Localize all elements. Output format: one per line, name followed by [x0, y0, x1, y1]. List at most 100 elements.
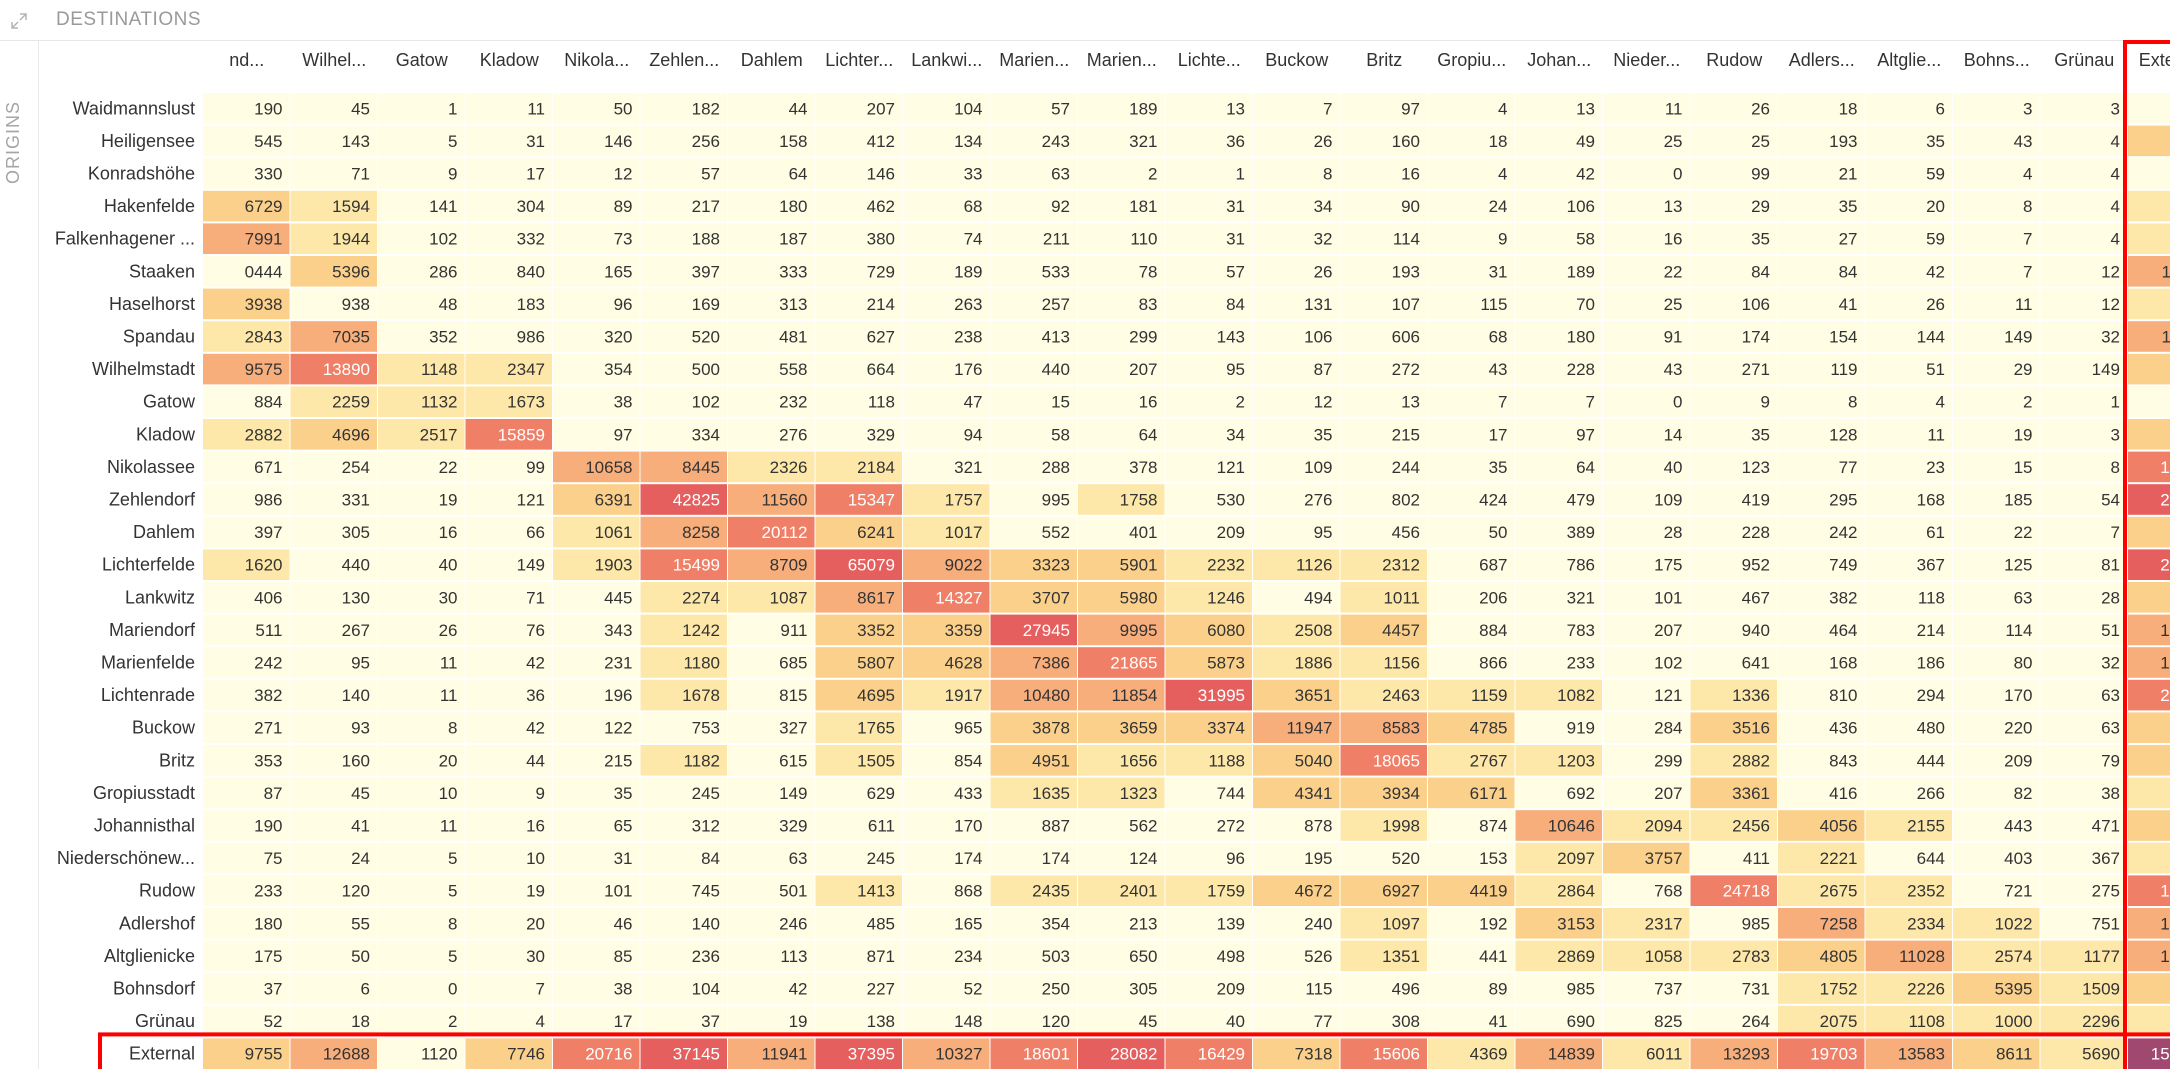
matrix-cell[interactable]: 244	[1392, 458, 1420, 477]
row-header[interactable]: Buckow	[132, 718, 196, 738]
matrix-cell[interactable]: 2	[2023, 393, 2032, 412]
matrix-cell[interactable]: 334	[692, 425, 720, 444]
matrix-cell[interactable]: 267	[342, 621, 370, 640]
matrix-cell[interactable]: 8445	[682, 458, 720, 477]
matrix-cell[interactable]: 92	[1051, 197, 1070, 216]
row-header[interactable]: External	[129, 1044, 195, 1064]
row-header[interactable]: Britz	[159, 750, 195, 770]
matrix-cell[interactable]: 41	[1489, 1012, 1508, 1031]
matrix-cell[interactable]: 20112	[761, 523, 807, 542]
matrix-cell[interactable]: 7318	[1295, 1045, 1333, 1064]
matrix-cell[interactable]: 406	[254, 588, 282, 607]
matrix-cell[interactable]: 176	[954, 360, 982, 379]
row-header[interactable]: Grünau	[135, 1011, 195, 1031]
matrix-cell[interactable]: 99	[1751, 165, 1770, 184]
matrix-cell[interactable]: 143	[342, 132, 370, 151]
matrix-cell[interactable]: 271	[1742, 360, 1770, 379]
matrix-cell[interactable]: 158880	[2151, 1045, 2170, 1064]
matrix-cell[interactable]: 692	[1567, 784, 1595, 803]
matrix-cell[interactable]: 217	[692, 197, 720, 216]
matrix-cell[interactable]: 9	[536, 784, 545, 803]
matrix-cell[interactable]: 59	[1926, 165, 1945, 184]
matrix-cell[interactable]: 28648	[2160, 556, 2170, 575]
matrix-cell[interactable]: 884	[1479, 621, 1507, 640]
matrix-cell[interactable]: 1011	[1383, 588, 1420, 607]
matrix-cell[interactable]: 5690	[2082, 1045, 2120, 1064]
matrix-cell[interactable]: 148	[954, 1012, 982, 1031]
matrix-cell[interactable]: 810	[1829, 686, 1857, 705]
matrix-cell[interactable]: 11560	[761, 491, 807, 510]
matrix-cell[interactable]: 443	[2004, 817, 2032, 836]
matrix-cell[interactable]: 114	[2005, 621, 2032, 640]
matrix-cell[interactable]: 134	[954, 132, 982, 151]
matrix-cell[interactable]: 193	[1392, 262, 1420, 281]
matrix-cell[interactable]: 37395	[848, 1045, 895, 1064]
matrix-cell[interactable]: 113	[780, 947, 807, 966]
matrix-cell[interactable]: 42825	[673, 491, 720, 510]
matrix-cell[interactable]: 42	[526, 719, 545, 738]
matrix-cell[interactable]: 2094	[1645, 817, 1683, 836]
matrix-cell[interactable]: 1351	[1382, 947, 1420, 966]
matrix-cell[interactable]: 143	[1217, 328, 1245, 347]
matrix-cell[interactable]: 5396	[332, 262, 370, 281]
column-header[interactable]: Bohns...	[1964, 50, 2030, 70]
matrix-cell[interactable]: 1097	[1382, 914, 1420, 933]
column-header[interactable]: Nikola...	[564, 50, 629, 70]
matrix-cell[interactable]: 10	[526, 849, 545, 868]
matrix-cell[interactable]: 14327	[935, 588, 982, 607]
matrix-cell[interactable]: 2232	[1207, 556, 1245, 575]
matrix-cell[interactable]: 140	[692, 914, 720, 933]
matrix-cell[interactable]: 232	[779, 393, 807, 412]
matrix-cell[interactable]: 227	[867, 980, 895, 999]
matrix-cell[interactable]: 119	[1830, 360, 1857, 379]
matrix-cell[interactable]: 327	[779, 719, 807, 738]
matrix-cell[interactable]: 26	[1314, 262, 1333, 281]
matrix-cell[interactable]: 141	[429, 197, 457, 216]
matrix-cell[interactable]: 75	[264, 849, 283, 868]
matrix-cell[interactable]: 18601	[1023, 1045, 1070, 1064]
matrix-cell[interactable]: 44	[526, 751, 545, 770]
matrix-cell[interactable]: 6	[1936, 99, 1945, 118]
matrix-cell[interactable]: 1	[2111, 393, 2120, 412]
row-header[interactable]: Marienfelde	[101, 653, 195, 673]
matrix-cell[interactable]: 27621	[2160, 491, 2170, 510]
matrix-cell[interactable]: 308	[1392, 1012, 1420, 1031]
matrix-cell[interactable]: 48	[439, 295, 458, 314]
matrix-cell[interactable]: 106	[1304, 328, 1332, 347]
matrix-cell[interactable]: 110	[1130, 230, 1157, 249]
matrix-cell[interactable]: 93	[351, 719, 370, 738]
matrix-cell[interactable]: 84	[1751, 262, 1770, 281]
matrix-cell[interactable]: 139	[1217, 914, 1245, 933]
column-header[interactable]: Adlers...	[1789, 50, 1855, 70]
matrix-cell[interactable]: 2184	[857, 458, 895, 477]
matrix-cell[interactable]: 206	[1479, 588, 1507, 607]
matrix-cell[interactable]: 1242	[682, 621, 720, 640]
matrix-cell[interactable]: 170	[2004, 686, 2032, 705]
matrix-cell[interactable]: 106	[1742, 295, 1770, 314]
matrix-cell[interactable]: 209	[2004, 751, 2032, 770]
matrix-cell[interactable]: 329	[779, 817, 807, 836]
matrix-cell[interactable]: 419	[1742, 491, 1770, 510]
matrix-cell[interactable]: 24	[1489, 197, 1508, 216]
matrix-cell[interactable]: 985	[1742, 914, 1770, 933]
matrix-cell[interactable]: 20	[439, 751, 458, 770]
matrix-cell[interactable]: 866	[1479, 654, 1507, 673]
matrix-cell[interactable]: 25	[1664, 295, 1683, 314]
matrix-cell[interactable]: 43	[2014, 132, 2033, 151]
matrix-cell[interactable]: 2226	[1907, 980, 1945, 999]
matrix-cell[interactable]: 397	[254, 523, 282, 542]
matrix-cell[interactable]: 330	[254, 165, 282, 184]
matrix-cell[interactable]: 57	[1226, 262, 1245, 281]
matrix-cell[interactable]: 43	[1664, 360, 1683, 379]
matrix-cell[interactable]: 28082	[1110, 1045, 1157, 1064]
matrix-cell[interactable]: 11	[527, 99, 545, 118]
matrix-cell[interactable]: 19	[789, 1012, 808, 1031]
matrix-cell[interactable]: 65	[614, 817, 633, 836]
matrix-cell[interactable]: 2326	[770, 458, 808, 477]
matrix-cell[interactable]: 18	[1489, 132, 1508, 151]
matrix-cell[interactable]: 802	[1392, 491, 1420, 510]
matrix-cell[interactable]: 101	[604, 882, 632, 901]
matrix-cell[interactable]: 2221	[1820, 849, 1858, 868]
matrix-cell[interactable]: 233	[254, 882, 282, 901]
matrix-cell[interactable]: 650	[1129, 947, 1157, 966]
